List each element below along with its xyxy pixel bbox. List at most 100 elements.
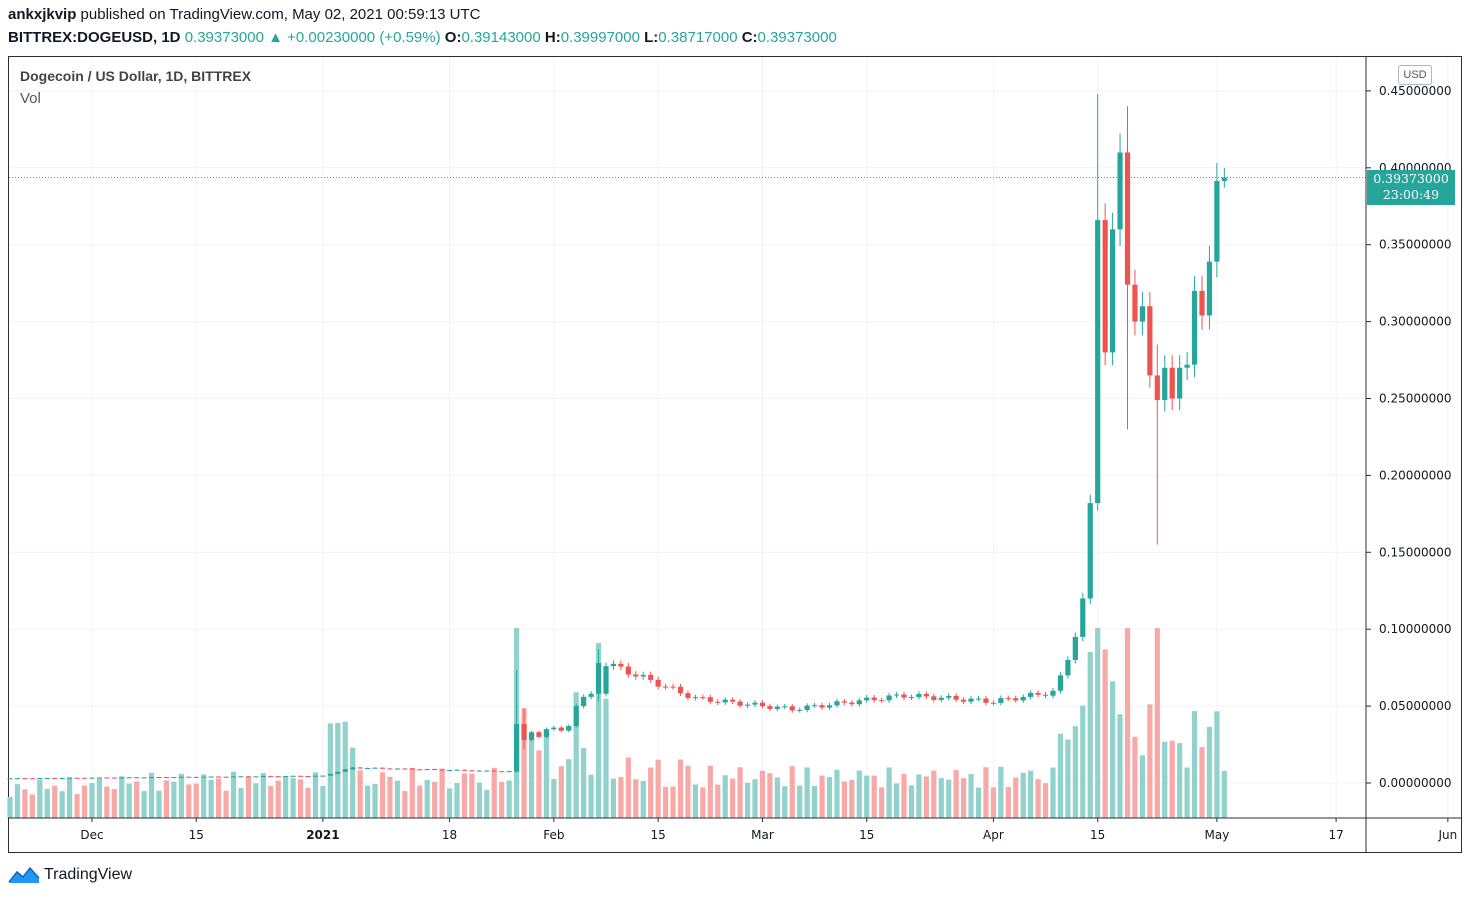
volume-bars [7, 628, 1227, 818]
volume-bar [610, 778, 617, 818]
publisher-name[interactable]: ankxjkvip [8, 6, 77, 23]
candle-body [1147, 306, 1153, 376]
volume-bar [759, 770, 766, 818]
volume-bar [469, 773, 475, 818]
candle-body [581, 696, 587, 707]
candle-body [432, 769, 438, 771]
candle-body [461, 769, 468, 771]
candle-body [1065, 659, 1071, 676]
publish-info: ankxjkvip published on TradingView.com, … [8, 6, 481, 23]
volume-bar [864, 775, 870, 818]
candle-body [476, 770, 482, 772]
candle-body [119, 777, 125, 779]
candle-body [871, 697, 877, 701]
candle-body [938, 697, 944, 700]
candle-body [774, 706, 780, 709]
candle-body [767, 706, 773, 709]
volume-bar [119, 776, 125, 818]
volume-bar [476, 782, 482, 818]
x-tick-label: 15 [859, 828, 874, 842]
volume-bar [402, 791, 408, 818]
volume-bar [573, 692, 579, 818]
candle-body [446, 770, 453, 772]
candle-body [819, 705, 825, 708]
volume-bar [350, 747, 356, 818]
volume-bar [1177, 743, 1183, 818]
candle-body [834, 701, 840, 706]
candle-body [238, 776, 244, 778]
candle-body [193, 776, 199, 778]
candle-body [521, 724, 527, 740]
candle-body [946, 695, 952, 698]
volume-bar [1035, 779, 1041, 818]
candle-body [692, 697, 698, 699]
volume-bar [1102, 649, 1108, 818]
candle-body [931, 696, 937, 700]
volume-legend[interactable]: Vol [20, 90, 41, 107]
candle-body [171, 777, 177, 779]
volume-bar [29, 794, 35, 818]
volume-bar [1184, 767, 1190, 818]
volume-bar [804, 767, 810, 818]
candle-body [700, 697, 706, 699]
volume-bar [975, 787, 982, 818]
candle-body [804, 705, 810, 710]
volume-bar [208, 779, 214, 818]
tradingview-logo-icon [8, 866, 40, 883]
x-tick-label: 17 [1328, 828, 1343, 842]
volume-bar [394, 780, 400, 818]
volume-bar [312, 772, 319, 818]
volume-bar [879, 787, 885, 818]
candle-body [283, 776, 289, 778]
candle-body [365, 768, 371, 770]
candle-body [841, 701, 847, 703]
price-change: +0.00230000 (+0.59%) [287, 29, 441, 46]
chart-legend-title[interactable]: Dogecoin / US Dollar, 1D, BITTREX [20, 68, 252, 84]
candle-body [201, 776, 207, 778]
volume-bar [961, 778, 967, 818]
candle-body [320, 775, 326, 777]
candle-body [543, 729, 549, 737]
volume-bar [812, 785, 818, 818]
candle-body [618, 663, 624, 667]
candle-body [208, 776, 214, 778]
volume-bar [1154, 628, 1160, 818]
volume-bar [52, 785, 58, 818]
volume-bar [499, 781, 505, 818]
volume-bar [178, 773, 184, 818]
volume-bar [700, 787, 706, 818]
candle-body [506, 771, 512, 773]
candle-body [1206, 261, 1213, 316]
candle-body [968, 698, 974, 702]
currency-selector[interactable]: USD [1398, 65, 1432, 85]
volume-bar [1057, 733, 1064, 818]
candle-body [670, 686, 676, 688]
candle-body [22, 778, 28, 780]
candle-body [81, 777, 88, 779]
y-tick-label: 0.15000000 [1379, 545, 1452, 559]
candle-body [1042, 694, 1049, 696]
y-tick-label: 0.05000000 [1379, 699, 1452, 713]
volume-bar [551, 778, 557, 818]
high-label: H: [544, 29, 561, 46]
candle-body [134, 777, 140, 779]
candle-body [424, 769, 430, 771]
candle-body [595, 663, 602, 694]
candle-body [625, 666, 631, 675]
volume-bar [1110, 681, 1116, 818]
x-tick-label: Feb [543, 828, 564, 842]
volume-bar [283, 776, 289, 818]
volume-bar [1206, 726, 1213, 818]
candle-body [1050, 690, 1056, 696]
volume-bar [260, 773, 266, 818]
volume-bar [268, 785, 274, 818]
volume-bar [104, 786, 110, 818]
candle-body [1110, 229, 1116, 353]
volume-bar [521, 708, 527, 818]
volume-bar [1050, 767, 1056, 818]
volume-bar [163, 780, 170, 818]
candle-body [893, 694, 900, 696]
candle-body [789, 706, 795, 711]
tradingview-brand[interactable]: TradingView [8, 866, 132, 884]
